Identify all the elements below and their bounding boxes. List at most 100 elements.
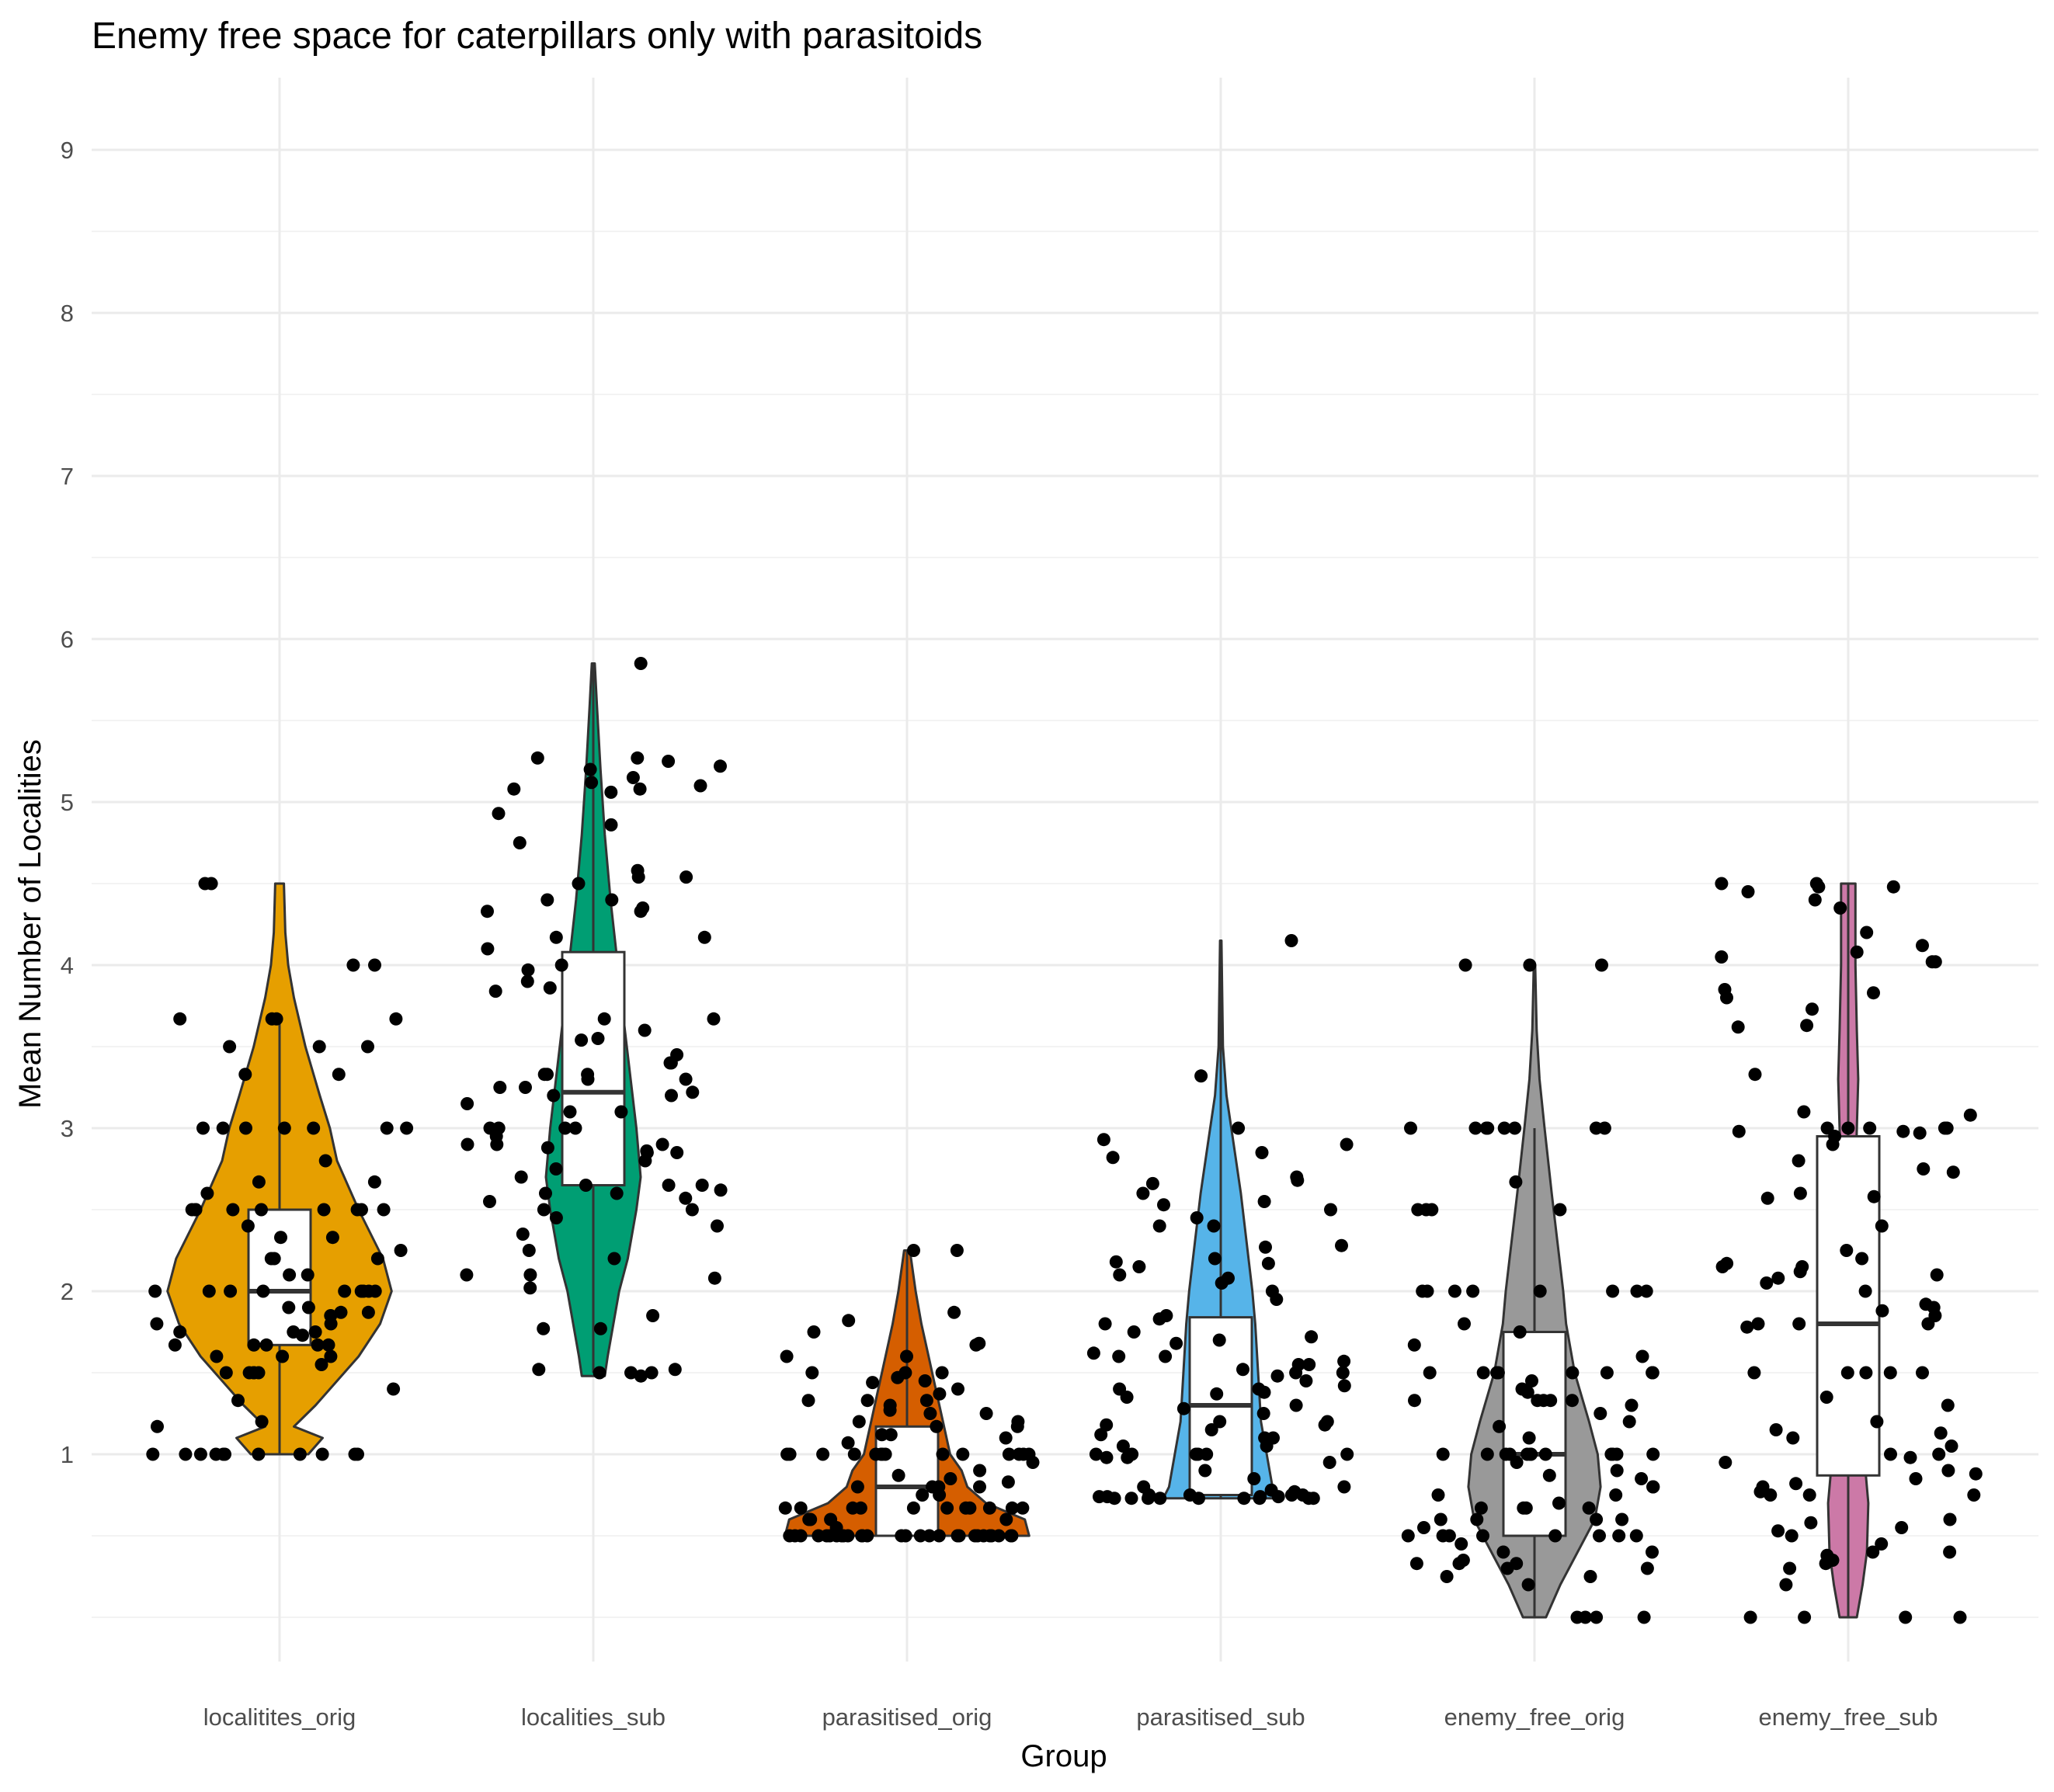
data-point	[1337, 1480, 1351, 1494]
data-point	[173, 1012, 187, 1026]
data-point	[513, 836, 527, 849]
data-point	[146, 1447, 160, 1461]
data-point	[670, 1146, 684, 1159]
data-point	[973, 1464, 987, 1478]
data-point	[1322, 1456, 1336, 1469]
data-point	[1740, 1320, 1754, 1334]
data-point	[1819, 1557, 1833, 1571]
data-point	[633, 782, 647, 796]
data-point	[1715, 877, 1729, 891]
data-point	[1404, 1121, 1417, 1135]
data-point	[283, 1268, 297, 1282]
data-point	[1867, 986, 1880, 1000]
data-point	[1783, 1561, 1797, 1575]
data-point	[665, 1089, 678, 1103]
data-point	[1753, 1485, 1767, 1499]
data-point	[554, 958, 568, 972]
data-point	[842, 1314, 856, 1328]
data-point	[1256, 1407, 1270, 1420]
minor-gridlines	[92, 231, 2038, 1618]
data-point	[301, 1301, 315, 1314]
data-point	[1625, 1398, 1639, 1412]
data-point	[1153, 1492, 1167, 1505]
data-point	[999, 1431, 1013, 1445]
data-point	[216, 1121, 230, 1135]
data-point	[1208, 1252, 1222, 1266]
data-point	[1136, 1186, 1150, 1200]
data-point	[1121, 1450, 1135, 1464]
data-point	[581, 1072, 595, 1086]
data-point	[1741, 885, 1755, 898]
data-point	[1946, 1165, 1960, 1179]
data-point	[315, 1447, 329, 1461]
data-point	[1967, 1488, 1981, 1502]
data-point	[460, 1137, 474, 1151]
data-point	[317, 1203, 331, 1217]
data-point	[224, 1284, 238, 1298]
data-point	[1764, 1488, 1778, 1502]
data-point	[1589, 1121, 1603, 1135]
data-point	[714, 1183, 728, 1197]
data-point	[1593, 1529, 1606, 1543]
data-point	[1941, 1464, 1955, 1478]
data-point	[1474, 1501, 1488, 1515]
data-point	[783, 1529, 797, 1543]
data-point	[1259, 1240, 1272, 1254]
box-enemy_free_sub	[1816, 1135, 1881, 1477]
data-point	[1604, 1447, 1618, 1461]
data-point	[287, 1325, 301, 1339]
data-point	[1941, 1398, 1955, 1412]
data-point	[400, 1121, 414, 1135]
data-point	[1785, 1529, 1799, 1543]
data-point	[1159, 1349, 1173, 1363]
data-point	[1496, 1545, 1510, 1559]
data-point	[1107, 1492, 1121, 1505]
data-point	[1622, 1415, 1636, 1429]
data-point	[193, 1447, 207, 1461]
y-axis-title: Mean Number of Localities	[13, 739, 47, 1109]
data-point	[1257, 1195, 1271, 1208]
data-point	[802, 1512, 816, 1526]
data-point	[1517, 1501, 1531, 1515]
data-point	[1612, 1529, 1626, 1543]
data-point	[1792, 1154, 1806, 1168]
data-point	[1594, 1407, 1607, 1420]
x-tick-label: parasitised_sub	[1136, 1703, 1305, 1731]
data-point	[1411, 1203, 1425, 1217]
data-point	[579, 1179, 593, 1192]
data-point	[308, 1325, 322, 1339]
data-point	[361, 1305, 375, 1319]
data-point	[604, 785, 618, 799]
data-point	[1100, 1418, 1114, 1432]
data-point	[883, 1403, 897, 1417]
data-point	[361, 1040, 374, 1054]
data-point	[852, 1415, 866, 1429]
data-point	[1452, 1557, 1466, 1571]
data-point	[1335, 1238, 1348, 1252]
data-point	[1533, 1284, 1547, 1298]
data-point	[311, 1338, 325, 1352]
data-point	[591, 1032, 605, 1045]
data-point	[1521, 1385, 1534, 1399]
data-point	[1408, 1394, 1421, 1408]
data-point	[959, 1501, 973, 1515]
data-point	[913, 1529, 927, 1543]
data-point	[605, 893, 619, 907]
data-point	[982, 1501, 996, 1515]
data-point	[1538, 1447, 1552, 1461]
data-point	[1858, 1284, 1872, 1298]
data-point	[919, 1394, 933, 1408]
y-tick-label: 8	[61, 300, 74, 327]
data-point	[930, 1419, 944, 1433]
data-point	[368, 958, 381, 972]
data-point	[1804, 1516, 1818, 1530]
data-point	[217, 1447, 231, 1461]
data-point	[820, 1529, 834, 1543]
data-point	[1296, 1488, 1310, 1502]
data-point	[1270, 1369, 1284, 1383]
data-point	[259, 1338, 273, 1352]
data-point	[1289, 1398, 1303, 1412]
data-point	[1760, 1191, 1774, 1205]
data-point	[1207, 1219, 1221, 1233]
data-point	[1522, 1431, 1536, 1445]
